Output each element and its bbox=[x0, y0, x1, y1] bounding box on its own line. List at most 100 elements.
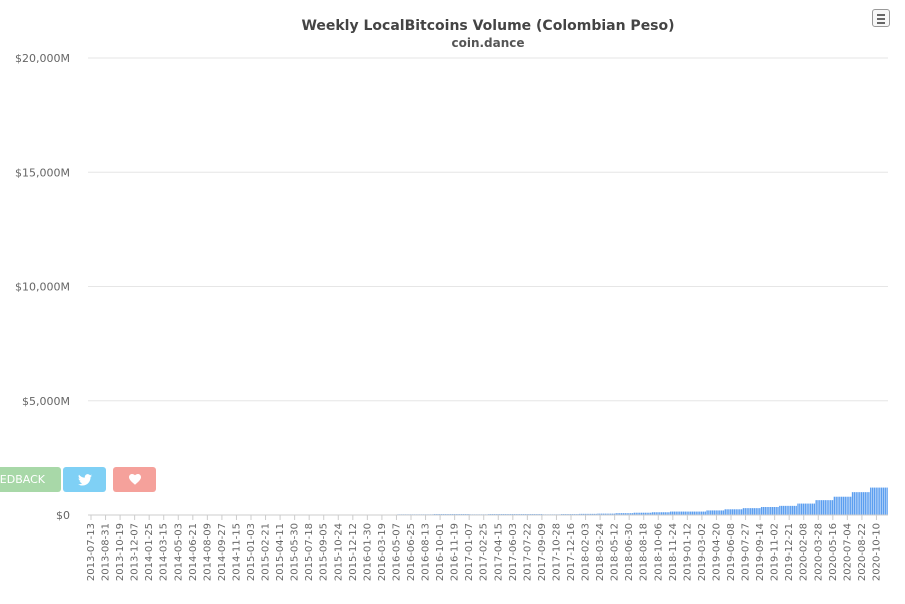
bar[interactable] bbox=[688, 512, 689, 515]
bar[interactable] bbox=[786, 506, 787, 515]
bar[interactable] bbox=[756, 508, 757, 515]
bar[interactable] bbox=[681, 512, 682, 515]
bar[interactable] bbox=[763, 507, 764, 515]
bar[interactable] bbox=[734, 509, 735, 515]
bar[interactable] bbox=[770, 507, 771, 515]
bar[interactable] bbox=[841, 497, 842, 515]
bar[interactable] bbox=[728, 509, 729, 515]
bar[interactable] bbox=[805, 504, 806, 515]
bar[interactable] bbox=[886, 488, 887, 515]
bar[interactable] bbox=[699, 512, 700, 515]
bar[interactable] bbox=[870, 488, 871, 515]
bar[interactable] bbox=[741, 509, 742, 515]
bar[interactable] bbox=[745, 508, 746, 515]
bar[interactable] bbox=[799, 504, 800, 515]
bar[interactable] bbox=[719, 510, 720, 515]
bar[interactable] bbox=[723, 510, 724, 515]
bar[interactable] bbox=[877, 488, 878, 515]
bar[interactable] bbox=[766, 507, 767, 515]
bar[interactable] bbox=[837, 497, 838, 515]
bar[interactable] bbox=[708, 510, 709, 515]
bar[interactable] bbox=[690, 512, 691, 515]
bar[interactable] bbox=[808, 504, 809, 515]
bar[interactable] bbox=[834, 497, 835, 515]
bar[interactable] bbox=[721, 510, 722, 515]
bar[interactable] bbox=[705, 512, 706, 515]
bar[interactable] bbox=[832, 500, 833, 515]
bar[interactable] bbox=[863, 492, 864, 515]
bar[interactable] bbox=[812, 504, 813, 515]
bar[interactable] bbox=[692, 512, 693, 515]
feedback-button[interactable]: EDBACK bbox=[0, 467, 61, 492]
bar[interactable] bbox=[761, 507, 762, 515]
bar[interactable] bbox=[788, 506, 789, 515]
bar[interactable] bbox=[874, 488, 875, 515]
bar[interactable] bbox=[797, 504, 798, 515]
bar[interactable] bbox=[794, 506, 795, 515]
bar[interactable] bbox=[806, 504, 807, 515]
bar[interactable] bbox=[883, 488, 884, 515]
bar[interactable] bbox=[683, 512, 684, 515]
bar[interactable] bbox=[776, 507, 777, 515]
bar[interactable] bbox=[866, 492, 867, 515]
bar[interactable] bbox=[781, 506, 782, 515]
bar[interactable] bbox=[825, 500, 826, 515]
bar[interactable] bbox=[674, 512, 675, 515]
bar[interactable] bbox=[772, 507, 773, 515]
bar[interactable] bbox=[696, 512, 697, 515]
bar[interactable] bbox=[752, 508, 753, 515]
bar[interactable] bbox=[672, 512, 673, 515]
bar[interactable] bbox=[777, 507, 778, 515]
bar[interactable] bbox=[816, 500, 817, 515]
bar[interactable] bbox=[759, 508, 760, 515]
bar[interactable] bbox=[785, 506, 786, 515]
bar[interactable] bbox=[670, 512, 671, 515]
bar[interactable] bbox=[743, 508, 744, 515]
bar[interactable] bbox=[850, 497, 851, 515]
bar[interactable] bbox=[826, 500, 827, 515]
bar[interactable] bbox=[712, 510, 713, 515]
bar[interactable] bbox=[748, 508, 749, 515]
bar[interactable] bbox=[725, 509, 726, 515]
bar[interactable] bbox=[714, 510, 715, 515]
bar[interactable] bbox=[854, 492, 855, 515]
bar[interactable] bbox=[836, 497, 837, 515]
bar[interactable] bbox=[868, 492, 869, 515]
bar[interactable] bbox=[848, 497, 849, 515]
heart-button[interactable] bbox=[113, 467, 156, 492]
bar[interactable] bbox=[757, 508, 758, 515]
bar[interactable] bbox=[746, 508, 747, 515]
bar[interactable] bbox=[845, 497, 846, 515]
bar[interactable] bbox=[881, 488, 882, 515]
bar[interactable] bbox=[821, 500, 822, 515]
bar[interactable] bbox=[726, 509, 727, 515]
bar[interactable] bbox=[803, 504, 804, 515]
bar[interactable] bbox=[694, 512, 695, 515]
bar[interactable] bbox=[701, 512, 702, 515]
bar[interactable] bbox=[796, 506, 797, 515]
bar[interactable] bbox=[716, 510, 717, 515]
bar[interactable] bbox=[730, 509, 731, 515]
bar[interactable] bbox=[865, 492, 866, 515]
bar[interactable] bbox=[817, 500, 818, 515]
bar[interactable] bbox=[732, 509, 733, 515]
bar[interactable] bbox=[790, 506, 791, 515]
bar[interactable] bbox=[846, 497, 847, 515]
bar[interactable] bbox=[879, 488, 880, 515]
bar[interactable] bbox=[765, 507, 766, 515]
bar[interactable] bbox=[885, 488, 886, 515]
bar[interactable] bbox=[768, 507, 769, 515]
bar[interactable] bbox=[710, 510, 711, 515]
bar[interactable] bbox=[703, 512, 704, 515]
bar[interactable] bbox=[685, 512, 686, 515]
bar[interactable] bbox=[754, 508, 755, 515]
bar[interactable] bbox=[810, 504, 811, 515]
bar[interactable] bbox=[856, 492, 857, 515]
bar[interactable] bbox=[830, 500, 831, 515]
bar[interactable] bbox=[843, 497, 844, 515]
bar[interactable] bbox=[676, 512, 677, 515]
bar[interactable] bbox=[801, 504, 802, 515]
bar[interactable] bbox=[697, 512, 698, 515]
bar[interactable] bbox=[814, 504, 815, 515]
bar[interactable] bbox=[876, 488, 877, 515]
